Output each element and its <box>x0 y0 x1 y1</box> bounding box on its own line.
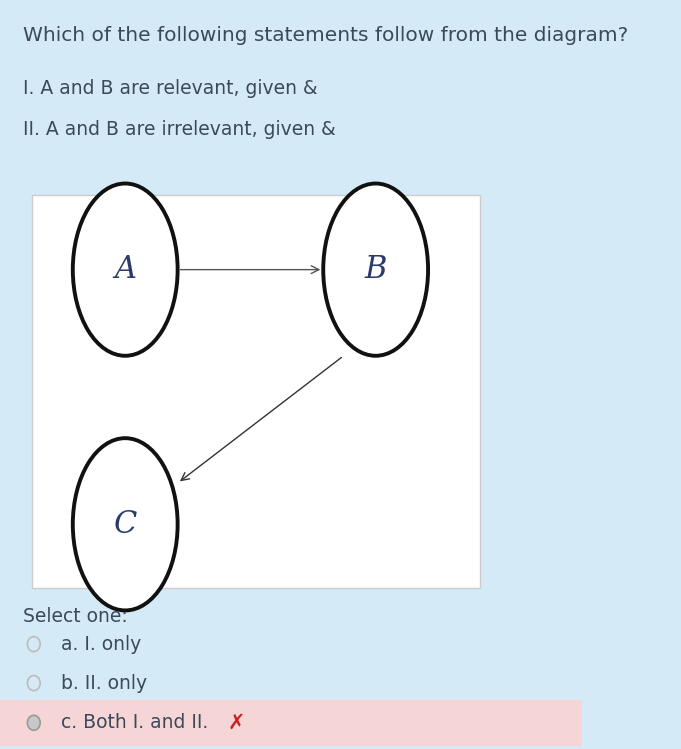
Bar <box>0 700 582 746</box>
Text: Select one:: Select one: <box>23 607 128 625</box>
Text: B: B <box>364 254 387 285</box>
Bar <box>32 195 481 588</box>
Text: ✗: ✗ <box>227 713 244 733</box>
Ellipse shape <box>73 438 178 610</box>
Text: C: C <box>114 509 137 540</box>
Text: b. II. only: b. II. only <box>61 673 147 693</box>
Text: I. A and B are relevant, given &: I. A and B are relevant, given & <box>23 79 318 97</box>
Text: c. Both I. and II.: c. Both I. and II. <box>61 713 208 733</box>
Ellipse shape <box>73 184 178 356</box>
Text: a. I. only: a. I. only <box>61 634 142 654</box>
Ellipse shape <box>27 715 40 730</box>
Ellipse shape <box>27 676 40 691</box>
Text: A: A <box>114 254 136 285</box>
Ellipse shape <box>323 184 428 356</box>
Text: Which of the following statements follow from the diagram?: Which of the following statements follow… <box>23 26 629 45</box>
Ellipse shape <box>27 637 40 652</box>
Text: II. A and B are irrelevant, given &: II. A and B are irrelevant, given & <box>23 120 336 139</box>
